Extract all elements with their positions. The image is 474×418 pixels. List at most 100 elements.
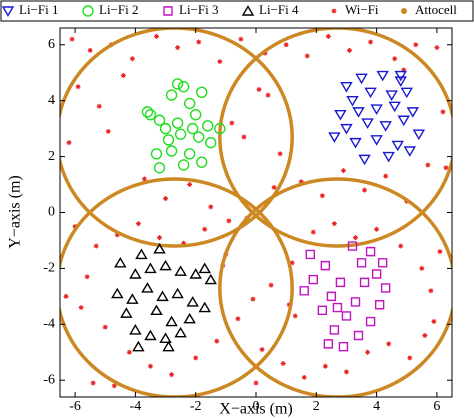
point	[365, 316, 376, 327]
point	[268, 282, 274, 288]
point	[292, 313, 298, 319]
point	[87, 47, 93, 53]
point	[84, 274, 90, 280]
point	[259, 346, 265, 352]
point	[370, 104, 383, 115]
point	[159, 123, 172, 135]
point	[171, 78, 184, 90]
y-tick-label: -4	[43, 317, 55, 332]
point	[102, 324, 108, 330]
point	[186, 296, 199, 307]
point	[376, 70, 389, 82]
point	[105, 128, 111, 134]
point	[196, 39, 202, 45]
point	[355, 73, 368, 85]
point	[202, 226, 208, 232]
point	[298, 179, 304, 185]
point	[364, 87, 377, 99]
y-tick-label: 6	[48, 37, 55, 52]
point	[153, 114, 166, 126]
point	[412, 129, 426, 141]
point	[165, 89, 178, 101]
point	[174, 265, 187, 276]
point	[144, 109, 157, 121]
point	[63, 293, 69, 299]
point	[289, 260, 295, 266]
point	[310, 229, 316, 235]
point	[129, 324, 142, 335]
point	[277, 151, 283, 157]
point	[189, 268, 202, 279]
y-axis-label: Y−axis (m)	[7, 175, 24, 248]
point	[359, 277, 370, 288]
point	[353, 330, 364, 341]
point	[159, 332, 172, 343]
x-tick-label: -2	[190, 399, 202, 414]
point	[129, 268, 142, 279]
point	[377, 258, 388, 268]
point	[144, 262, 157, 274]
point	[253, 380, 259, 386]
point	[171, 117, 184, 129]
legend-marker	[82, 5, 94, 17]
point	[75, 84, 81, 90]
legend-marker	[331, 8, 337, 14]
point	[407, 355, 413, 361]
point	[120, 73, 126, 79]
point	[322, 363, 328, 369]
point	[406, 107, 420, 118]
legend-marker	[1, 6, 15, 17]
point	[388, 101, 401, 113]
point	[183, 97, 196, 110]
x-tick-label: 2	[313, 399, 320, 414]
point	[235, 316, 241, 322]
point	[196, 86, 208, 98]
point	[157, 235, 163, 241]
point	[144, 329, 157, 341]
point	[183, 312, 196, 324]
point	[347, 241, 358, 251]
point	[202, 120, 214, 132]
point	[153, 33, 159, 39]
point	[126, 293, 139, 304]
x-tick-label: 6	[433, 399, 440, 414]
point	[90, 380, 96, 386]
point	[135, 248, 148, 260]
point	[394, 70, 407, 82]
point	[437, 249, 443, 255]
legend-box	[0, 0, 474, 22]
point	[401, 67, 407, 73]
point	[400, 87, 413, 99]
x-tick-label: 0	[253, 399, 260, 414]
point	[422, 333, 428, 338]
legend-marker	[241, 5, 255, 16]
point	[214, 123, 226, 135]
point	[368, 39, 374, 45]
point	[177, 159, 190, 171]
point	[93, 243, 99, 249]
point	[111, 287, 124, 299]
point	[156, 290, 169, 302]
y-tick-label: 2	[48, 149, 55, 164]
point	[305, 249, 315, 260]
point	[114, 232, 120, 238]
point	[132, 340, 145, 352]
point	[238, 36, 244, 42]
point	[150, 148, 163, 160]
point	[165, 145, 178, 157]
point	[171, 287, 184, 299]
y-tick-label: -6	[43, 372, 55, 387]
point	[186, 123, 199, 135]
point	[163, 196, 169, 202]
point	[174, 326, 187, 338]
point	[304, 53, 310, 59]
point	[189, 109, 202, 121]
point	[72, 223, 78, 229]
point	[341, 311, 352, 321]
legend-label: Li−Fi 4	[259, 2, 299, 17]
point	[365, 349, 371, 355]
point	[226, 218, 232, 224]
point	[135, 221, 141, 227]
point	[162, 134, 175, 146]
